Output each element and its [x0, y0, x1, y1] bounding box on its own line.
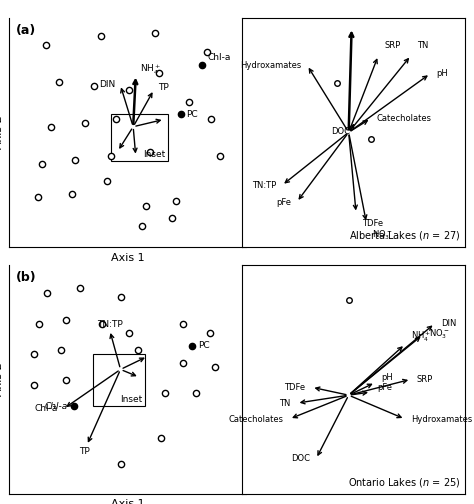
Text: NO$_3^-$: NO$_3^-$ [429, 328, 449, 341]
Text: pH: pH [382, 373, 393, 383]
Y-axis label: Axis 2: Axis 2 [0, 115, 4, 149]
Text: DIN: DIN [441, 319, 456, 328]
Text: Hydroxamates: Hydroxamates [411, 415, 472, 423]
Text: Catecholates: Catecholates [228, 415, 283, 423]
Text: Inset: Inset [144, 150, 166, 159]
Text: NO$_3^-$: NO$_3^-$ [373, 229, 393, 242]
X-axis label: Axis 1: Axis 1 [111, 499, 145, 504]
Bar [111, 114, 168, 161]
Text: Chl-a: Chl-a [208, 53, 231, 62]
Y-axis label: Axis 2: Axis 2 [0, 362, 4, 396]
Text: NH$_4^+$: NH$_4^+$ [411, 330, 431, 344]
Text: SRP: SRP [417, 375, 433, 384]
Text: Inset: Inset [120, 395, 142, 404]
Text: (b): (b) [16, 271, 37, 284]
Text: (a): (a) [16, 24, 36, 37]
Text: TN: TN [279, 399, 291, 408]
Text: TN:TP: TN:TP [252, 181, 276, 190]
Text: PC: PC [187, 110, 198, 119]
Text: DOC: DOC [331, 127, 350, 136]
Text: Catecholates: Catecholates [377, 114, 432, 123]
Text: Hydroxamates: Hydroxamates [240, 60, 301, 70]
Text: TP: TP [79, 448, 89, 457]
Text: pFe: pFe [276, 198, 291, 207]
Text: SRP: SRP [384, 41, 401, 50]
Text: pH: pH [436, 69, 448, 78]
Text: Alberta Lakes ($n$ = 27): Alberta Lakes ($n$ = 27) [349, 229, 460, 242]
Text: NH$_4^+$: NH$_4^+$ [140, 62, 161, 77]
Text: TDFe: TDFe [284, 383, 306, 392]
X-axis label: Axis 1: Axis 1 [111, 253, 145, 263]
Text: Chl-a: Chl-a [35, 404, 58, 413]
Text: TN:TP: TN:TP [97, 321, 123, 330]
Text: TN: TN [417, 41, 428, 50]
Text: DIN: DIN [99, 80, 115, 89]
Text: pFe: pFe [377, 383, 392, 392]
Text: TP: TP [158, 83, 169, 92]
Bar [93, 354, 145, 406]
Text: PC: PC [198, 341, 210, 350]
Text: Ontario Lakes ($n$ = 25): Ontario Lakes ($n$ = 25) [348, 476, 460, 489]
Text: Chl-a: Chl-a [45, 402, 68, 411]
Text: TDFe: TDFe [362, 219, 383, 228]
Text: DOC: DOC [291, 455, 310, 463]
